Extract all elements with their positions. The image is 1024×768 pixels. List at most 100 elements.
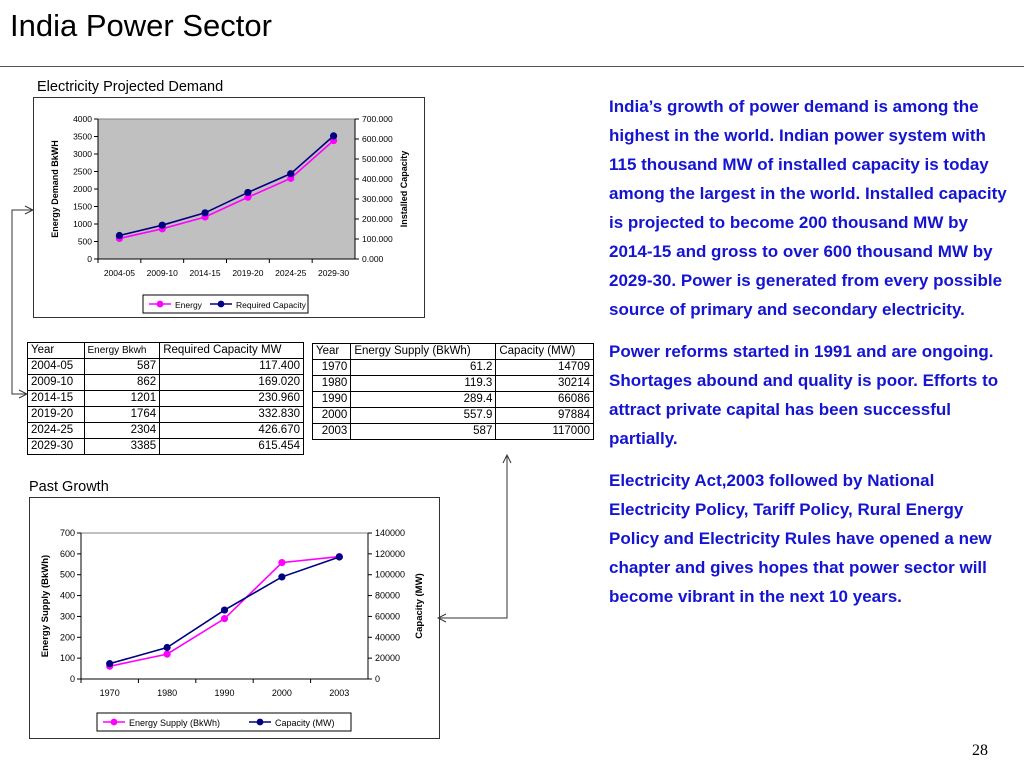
legend-marker: [156, 300, 164, 308]
legend-box: [96, 712, 352, 732]
demand-table-header-row: Year Energy Bkwh Required Capacity MW: [27, 342, 304, 359]
y-tick-label-right: 0: [375, 674, 380, 684]
demand-table: Year Energy Bkwh Required Capacity MW 2004-…: [27, 342, 304, 455]
demand-table-row: 2009-10 862 169.020: [27, 374, 304, 391]
demand-table-header-cell: Energy Bkwh: [83, 342, 161, 359]
growth-table-cell: 14709: [495, 359, 594, 376]
title-divider: [0, 66, 1024, 67]
growth-table-cell: 30214: [495, 375, 594, 392]
growth-table-row: 2000 557.9 97884: [311, 407, 594, 424]
x-tick-label: 1970: [100, 688, 120, 698]
legend-marker: [110, 718, 118, 726]
growth-table-row: 1980 119.3 30214: [311, 375, 594, 392]
y-tick-label-left: 1000: [73, 219, 92, 229]
x-tick-label: 2004-05: [104, 268, 135, 278]
growth-table-cell: 289.4: [350, 391, 497, 408]
x-tick-label: 2003: [329, 688, 349, 698]
demand-table-cell: 862: [83, 374, 161, 391]
legend-label: Capacity (MW): [275, 718, 335, 728]
demand-table-cell: 2304: [83, 422, 161, 439]
growth-table-header-cell: Capacity (MW): [495, 343, 594, 360]
demand-table-row: 2014-15 1201 230.960: [27, 390, 304, 407]
data-point-capacity: [163, 643, 171, 652]
growth-chart: 0 100 200 300 400 500 600 700 0 20000 40000 60000 80…: [40, 528, 425, 732]
x-tick-label: 2029-30: [318, 268, 349, 278]
data-point-capacity: [106, 660, 114, 668]
arrow-growth-table-to-chart: [438, 455, 508, 618]
growth-table-cell: 1970: [311, 359, 352, 376]
x-tick-label: 2009-10: [147, 268, 178, 278]
demand-table-cell: 2024-25: [27, 422, 85, 439]
demand-table-cell: 332.830: [159, 406, 304, 423]
demand-table-cell: 169.020: [159, 374, 304, 391]
growth-table-cell: 97884: [495, 407, 594, 424]
growth-table: Year Energy Supply (BkWh) Capacity (MW) 197…: [311, 343, 594, 440]
growth-chart-title: Past Growth: [29, 479, 109, 495]
y-tick-label-left: 3500: [73, 132, 92, 142]
plot-area: [80, 532, 369, 680]
data-point-energy: [278, 559, 286, 567]
growth-table-row: 1970 61.2 14709: [311, 359, 594, 376]
y-tick-label-right: 140000: [375, 528, 405, 538]
x-tick-label: 1980: [157, 688, 177, 698]
data-point-capacity: [244, 188, 252, 197]
growth-table-row: 2003 587 117000: [311, 423, 594, 440]
growth-table-header-cell: Year: [311, 343, 352, 360]
paragraph-demand-growth: India’s growth of power demand is among …: [609, 97, 1007, 319]
y-tick-label-left: 1500: [73, 202, 92, 212]
y-tick-label-right: 20000: [375, 653, 400, 663]
x-tick-label: 2024-25: [275, 268, 306, 278]
growth-table-cell: 587: [350, 423, 497, 440]
data-point-capacity: [278, 573, 286, 581]
y-tick-label-left: 3000: [73, 149, 92, 159]
growth-table-header-cell: Energy Supply (BkWh): [350, 343, 497, 360]
slide-title: India Power Sector: [10, 8, 272, 43]
y-tick-label-right: 200.000: [362, 214, 393, 224]
plot-area: [97, 118, 356, 260]
growth-table-cell: 557.9: [350, 407, 497, 424]
demand-table-header-cell: Required Capacity MW: [159, 342, 304, 359]
demand-table-cell: 2004-05: [27, 358, 85, 375]
y-tick-label-right: 100.000: [362, 234, 393, 244]
data-point-capacity: [158, 221, 166, 229]
growth-table-cell: 66086: [495, 391, 594, 408]
data-point-energy: [220, 615, 229, 623]
y-tick-label-right: 40000: [375, 632, 400, 642]
growth-table-cell: 2000: [311, 407, 352, 424]
y-tick-label-left: 100: [60, 653, 75, 663]
y-axis-title-right: Installed Capacity: [399, 151, 409, 228]
y-axis-title-left: Energy Supply (BkWh): [40, 555, 51, 657]
growth-table-cell: 117000: [495, 423, 594, 440]
demand-table-cell: 2014-15: [27, 390, 85, 407]
x-tick-label: 1990: [214, 688, 234, 698]
growth-table-cell: 61.2: [350, 359, 497, 376]
data-point-capacity: [335, 553, 343, 561]
arrow-demand-chart-to-table: [11, 210, 27, 394]
demand-chart-frame: 0 500 1000 1500 2000 2500 3000 3500 4000 0.000 100…: [33, 97, 425, 318]
y-tick-label-right: 100000: [375, 570, 405, 580]
page-number: 28: [972, 742, 988, 759]
growth-table-cell: 2003: [311, 423, 352, 440]
demand-table-cell: 2019-20: [27, 406, 85, 423]
demand-table-header-cell: Year: [27, 342, 85, 359]
y-tick-label-left: 4000: [73, 114, 92, 124]
demand-table-cell: 2029-30: [27, 438, 85, 455]
legend-marker: [256, 718, 264, 726]
y-tick-label-left: 200: [60, 632, 75, 642]
x-tick-label: 2000: [272, 688, 292, 698]
demand-table-row: 2024-25 2304 426.670: [27, 422, 304, 439]
demand-table-cell: 2009-10: [27, 374, 85, 391]
y-tick-label-right: 300.000: [362, 194, 393, 204]
y-tick-label-right: 600.000: [362, 134, 393, 144]
legend-label: Required Capacity: [236, 300, 307, 310]
data-point-energy: [163, 650, 171, 658]
paragraph-shortages: Shortages abound and quality is poor. Ef…: [609, 371, 999, 448]
demand-table-cell: 117.400: [159, 358, 304, 375]
growth-table-cell: 1980: [311, 375, 352, 392]
y-tick-label-left: 500: [78, 237, 92, 247]
y-tick-label-left: 600: [60, 549, 75, 559]
demand-table-cell: 230.960: [159, 390, 304, 407]
growth-table-header-row: Year Energy Supply (BkWh) Capacity (MW): [311, 343, 594, 360]
y-tick-label-left: 0: [87, 254, 92, 264]
data-point-capacity: [287, 170, 295, 178]
